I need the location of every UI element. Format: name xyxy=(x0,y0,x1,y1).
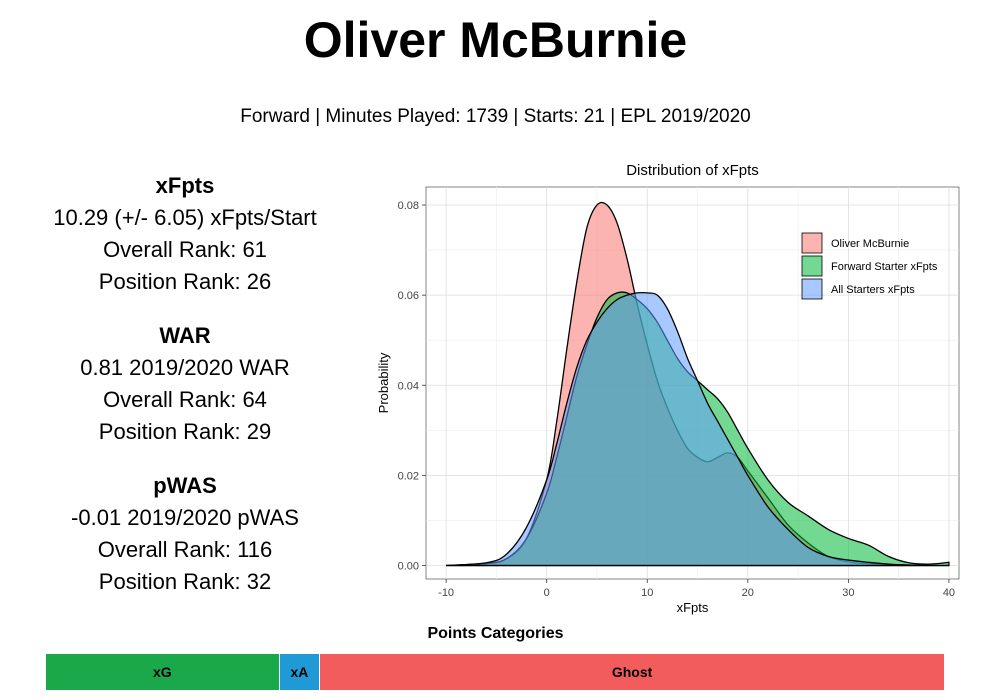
y-tick-label: 0.02 xyxy=(398,470,419,482)
chart-title: Distribution of xFpts xyxy=(626,162,759,179)
y-tick-label: 0.06 xyxy=(398,290,419,302)
categories-bar: xG xA Ghost xyxy=(46,654,945,690)
x-tick-label: 0 xyxy=(544,587,550,599)
pwas-heading: pWAS xyxy=(153,473,217,498)
legend-label-2: All Starters xFpts xyxy=(831,284,915,296)
x-tick-label: 20 xyxy=(742,587,754,599)
pwas-value: -0.01 2019/2020 pWAS xyxy=(71,505,299,530)
x-tick-label: -10 xyxy=(438,587,454,599)
xfpts-heading: xFpts xyxy=(155,173,215,198)
war-position-rank: Position Rank: 29 xyxy=(98,419,272,444)
legend-key-2 xyxy=(801,278,823,300)
pwas-position-rank: Position Rank: 32 xyxy=(98,569,272,594)
x-tick-label: 40 xyxy=(943,587,955,599)
xfpts-overall-rank: Overall Rank: 61 xyxy=(103,237,267,262)
x-axis-label: xFpts xyxy=(677,600,709,615)
categories-title: Points Categories xyxy=(427,625,564,642)
category-segment-xg: xG xyxy=(46,654,280,690)
y-tick-label: 0.04 xyxy=(398,380,419,392)
xfpts-per-start: 10.29 (+/- 6.05) xFpts/Start xyxy=(53,205,317,230)
category-segment-xa: xA xyxy=(279,654,321,690)
pwas-block: pWAS -0.01 2019/2020 pWAS Overall Rank: … xyxy=(20,470,350,598)
y-tick-label: 0.08 xyxy=(398,200,419,212)
x-tick-label: 30 xyxy=(842,587,854,599)
pwas-overall-rank: Overall Rank: 116 xyxy=(97,537,273,562)
density-chart: -10 0 10 20 30 40 0.00 0.02 0.04 0.06 0.08 Distribu… xyxy=(376,162,960,615)
x-tick-label: 10 xyxy=(641,587,653,599)
page-title: Oliver McBurnie xyxy=(303,12,688,68)
war-overall-rank: Overall Rank: 64 xyxy=(103,387,267,412)
legend-label-0: Oliver McBurnie xyxy=(831,238,909,250)
war-block: WAR 0.81 2019/2020 WAR Overall Rank: 64 … xyxy=(20,320,350,448)
xfpts-block: xFpts 10.29 (+/- 6.05) xFpts/Start Overa… xyxy=(20,170,350,298)
page-subtitle: Forward | Minutes Played: 1739 | Starts:… xyxy=(240,106,751,127)
legend-key-0 xyxy=(801,232,823,254)
war-value: 0.81 2019/2020 WAR xyxy=(80,355,290,380)
category-segment-ghost: Ghost xyxy=(320,654,945,690)
density-area-2 xyxy=(446,291,949,567)
stats-panel: xFpts 10.29 (+/- 6.05) xFpts/Start Overa… xyxy=(20,170,350,620)
legend-label-1: Forward Starter xFpts xyxy=(831,261,938,273)
war-heading: WAR xyxy=(159,323,211,348)
y-axis-label: Probability xyxy=(376,352,391,413)
xfpts-position-rank: Position Rank: 26 xyxy=(98,269,272,294)
y-tick-label: 0.00 xyxy=(398,560,419,572)
legend-key-1 xyxy=(801,255,823,277)
